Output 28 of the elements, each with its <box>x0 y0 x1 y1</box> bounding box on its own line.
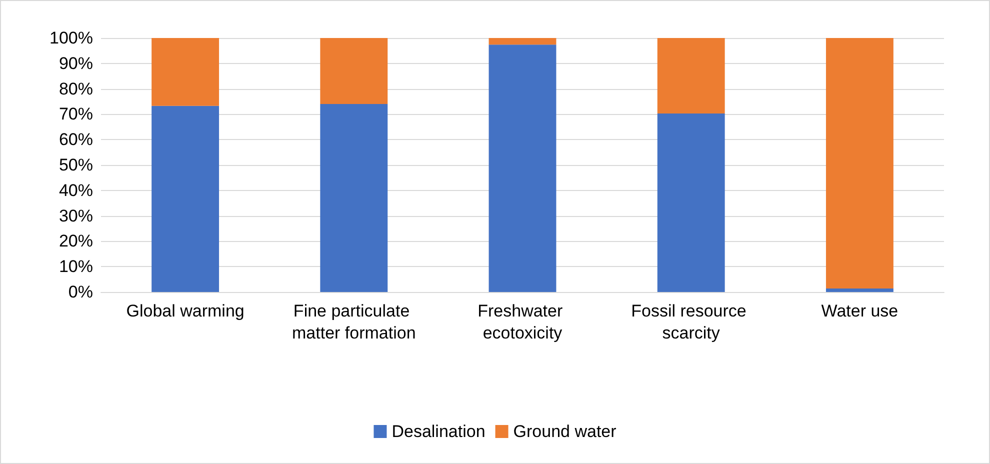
legend-label: Ground water <box>513 422 617 441</box>
y-tick-label: 60% <box>58 130 93 150</box>
bar <box>152 38 220 106</box>
y-tick-label: 0% <box>68 282 93 302</box>
y-tick-label: 10% <box>58 257 93 276</box>
x-tick-label: Global warming <box>126 302 244 320</box>
x-tick-label: Water use <box>821 302 898 320</box>
x-tick-label: Freshwater ecotoxicity <box>478 302 568 342</box>
y-tick-label: 90% <box>58 54 93 73</box>
y-tick-label: 80% <box>58 79 93 98</box>
bar <box>826 288 894 292</box>
y-tick-label: 40% <box>58 180 93 200</box>
bar <box>488 38 556 45</box>
bar <box>320 104 388 292</box>
bar <box>826 38 894 288</box>
y-tick-label: 70% <box>58 104 93 124</box>
x-tick-label: Fossil resource scarcity <box>631 302 752 342</box>
x-tick-label: Fine particulate matter formation <box>292 302 416 342</box>
y-tick-label: 100% <box>50 28 93 48</box>
y-tick-label: 30% <box>58 206 93 226</box>
y-tick-label: 20% <box>58 232 93 251</box>
y-tick-label: 50% <box>58 156 93 174</box>
bar <box>657 38 725 114</box>
legend-label: Desalination <box>392 422 486 441</box>
bar <box>657 113 725 292</box>
bar <box>488 44 556 292</box>
bar <box>320 38 388 104</box>
bar <box>152 106 220 292</box>
